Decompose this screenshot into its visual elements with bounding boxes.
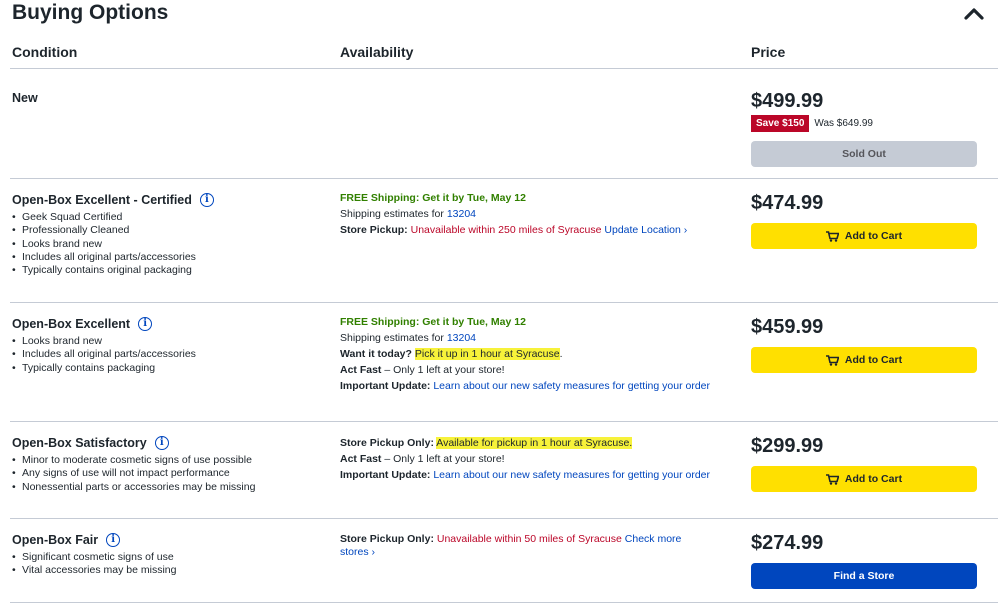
sold-out-button[interactable]: Sold Out	[751, 141, 977, 167]
pickup-status: Unavailable within 50 miles of Syracuse	[436, 533, 622, 545]
was-price: Was $649.99	[814, 118, 873, 129]
price: $459.99	[751, 316, 824, 338]
header-divider	[10, 68, 998, 69]
add-to-cart-button[interactable]: Add to Cart	[751, 223, 977, 249]
store-pickup-only-label: Store Pickup Only:	[340, 533, 434, 545]
store-pickup-label: Store Pickup:	[340, 224, 408, 236]
save-badge: Save $150	[751, 115, 810, 132]
cart-icon	[825, 473, 839, 485]
condition-title: Open-Box Excellent - Certified i	[12, 193, 312, 207]
condition-title: New	[12, 91, 38, 105]
update-location-link[interactable]: Update Location ›	[604, 224, 688, 236]
act-fast-text: – Only 1 left at your store!	[381, 364, 505, 376]
find-a-store-button[interactable]: Find a Store	[751, 563, 977, 589]
price-column-header: Price	[751, 44, 786, 60]
condition-column-header: Condition	[12, 44, 78, 60]
condition-details: Looks brand new Includes all original pa…	[12, 335, 312, 375]
price: $274.99	[751, 532, 824, 554]
list-item: Includes all original parts/accessories	[12, 348, 312, 362]
act-fast-text: – Only 1 left at your store!	[381, 453, 505, 465]
list-item: Typically contains original packaging	[12, 264, 312, 278]
check-more-stores-link[interactable]: Check more stores ›	[340, 533, 682, 558]
list-item: Any signs of use will not impact perform…	[12, 467, 312, 481]
price: $474.99	[751, 192, 824, 214]
price: $499.99	[751, 90, 824, 112]
list-item: Significant cosmetic signs of use	[12, 551, 312, 565]
list-item: Vital accessories may be missing	[12, 564, 312, 578]
list-item: Includes all original parts/accessories	[12, 251, 312, 265]
info-icon[interactable]: i	[138, 317, 153, 331]
cart-icon	[825, 354, 839, 366]
list-item: Looks brand new	[12, 335, 312, 349]
condition-title: Open-Box Satisfactory i	[12, 436, 312, 450]
shipping-estimate-label: Shipping estimates for	[340, 208, 444, 220]
info-icon[interactable]: i	[154, 436, 169, 450]
important-update-label: Important Update:	[340, 380, 431, 392]
store-pickup-only-label: Store Pickup Only:	[340, 437, 434, 449]
option-row-new: New $499.99 Save $150 Was $649.99 Sold O…	[10, 69, 998, 179]
condition-details: Minor to moderate cosmetic signs of use …	[12, 454, 312, 494]
list-item: Geek Squad Certified	[12, 211, 312, 225]
condition-title: Open-Box Excellent i	[12, 317, 312, 331]
shipping-estimate-label: Shipping estimates for	[340, 332, 444, 344]
availability: Store Pickup Only: Available for pickup …	[340, 435, 720, 483]
availability-column-header: Availability	[340, 44, 414, 60]
zip-code-link[interactable]: 13204	[446, 332, 477, 344]
pickup-link[interactable]: Pick it up in 1 hour at Syracuse	[414, 348, 560, 360]
shipping-info: FREE Shipping: Get it by Tue, May 12	[340, 316, 526, 328]
add-to-cart-button[interactable]: Add to Cart	[751, 347, 977, 373]
cart-icon	[825, 230, 839, 242]
list-item: Minor to moderate cosmetic signs of use …	[12, 454, 312, 468]
list-item: Nonessential parts or accessories may be…	[12, 481, 312, 495]
condition-title: Open-Box Fair i	[12, 533, 312, 547]
act-fast-label: Act Fast	[340, 364, 382, 376]
want-it-today-label: Want it today?	[340, 348, 412, 360]
availability: FREE Shipping: Get it by Tue, May 12 Shi…	[340, 190, 720, 238]
act-fast-label: Act Fast	[340, 453, 382, 465]
availability: Store Pickup Only: Unavailable within 50…	[340, 533, 710, 559]
list-item: Professionally Cleaned	[12, 224, 312, 238]
safety-measures-link[interactable]: Learn about our new safety measures for …	[433, 469, 710, 481]
condition-details: Significant cosmetic signs of use Vital …	[12, 551, 312, 578]
section-title: Buying Options	[12, 1, 169, 24]
pickup-availability-link[interactable]: Available for pickup in 1 hour at Syracu…	[436, 437, 633, 449]
info-icon[interactable]: i	[106, 533, 121, 547]
info-icon[interactable]: i	[199, 193, 214, 207]
condition-details: Geek Squad Certified Professionally Clea…	[12, 211, 312, 278]
pickup-status: Unavailable within 250 miles of Syracuse	[410, 224, 602, 236]
safety-measures-link[interactable]: Learn about our new safety measures for …	[433, 380, 710, 392]
availability: FREE Shipping: Get it by Tue, May 12 Shi…	[340, 314, 720, 394]
list-item: Looks brand new	[12, 238, 312, 252]
price: $299.99	[751, 435, 824, 457]
add-to-cart-button[interactable]: Add to Cart	[751, 466, 977, 492]
chevron-up-icon[interactable]	[962, 4, 986, 24]
shipping-info: FREE Shipping: Get it by Tue, May 12	[340, 192, 526, 204]
list-item: Typically contains packaging	[12, 362, 312, 376]
important-update-label: Important Update:	[340, 469, 431, 481]
zip-code-link[interactable]: 13204	[446, 208, 477, 220]
